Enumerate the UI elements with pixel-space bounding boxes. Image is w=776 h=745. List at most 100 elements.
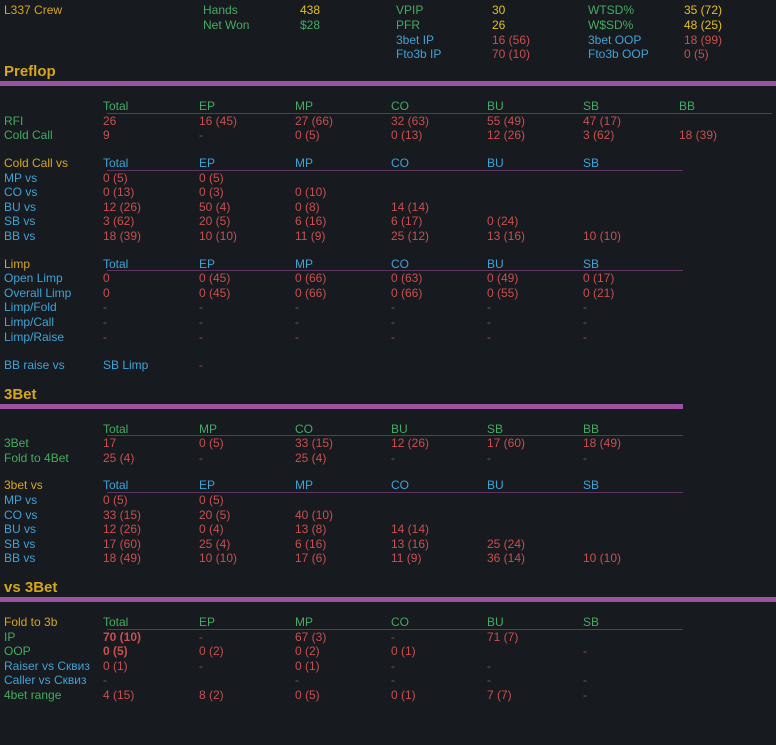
stat-label: Hands xyxy=(203,3,238,17)
stat-cell: 25 (4) xyxy=(295,450,327,465)
row-label: 4bet range xyxy=(4,688,62,702)
stat-cell: 0 (17) xyxy=(583,271,615,286)
stat-cell: 9 xyxy=(103,128,110,143)
stat-cell: 0 (3) xyxy=(199,185,224,200)
stat-cell: 17 xyxy=(103,436,117,451)
stat-cell: 12 (26) xyxy=(103,199,142,214)
stat-cell: - xyxy=(391,658,395,673)
stat-cell: 3 (62) xyxy=(103,214,135,229)
stats-table-limp-table: Limp Total EP MP CO BU SB Open Limp 0 0 (45) 0 (66… xyxy=(0,258,776,345)
column-header: EP xyxy=(199,479,216,493)
header-underline xyxy=(107,270,683,272)
table-row: 3Bet 17 0 (5) 33 (15) 12 (26) 17 (60) 18 (49) xyxy=(0,436,776,451)
table-header-row: Total EP MP CO BU SB BB xyxy=(0,100,776,114)
section-divider-line xyxy=(0,403,683,409)
stat-value: 26 xyxy=(492,17,506,32)
stat-cell xyxy=(487,522,583,537)
row-label: BB vs xyxy=(4,228,36,243)
stat-cell: 71 (7) xyxy=(487,629,519,644)
stat-cell xyxy=(487,200,583,215)
stats-table-preflop-open-table: Total EP MP CO BU SB BB RFI 26 16 (45) 27 (66) 32 (… xyxy=(0,100,776,143)
stat-cell: 0 (5) xyxy=(199,170,224,185)
row-label: Fold to 4Bet xyxy=(4,450,69,465)
stat-cell: 0 (5) xyxy=(295,128,320,143)
stat-cell: 0 (24) xyxy=(487,214,519,229)
stats-table-threebet-table: Total MP CO BU SB BB 3Bet 17 0 (5) 33 (15) 12 (26)… xyxy=(0,423,776,466)
row-label: MP vs xyxy=(4,493,38,508)
stat-cell: 0 (5) xyxy=(199,493,224,508)
stat-cell: 0 xyxy=(103,271,110,286)
stat-cell: - xyxy=(583,644,587,659)
column-header: EP xyxy=(199,616,216,630)
column-header: MP xyxy=(295,479,313,493)
stat-cell: - xyxy=(103,314,107,329)
table-corner-label: Limp xyxy=(4,257,31,271)
stat-cell xyxy=(391,358,487,373)
stat-cell: - xyxy=(199,358,203,373)
stat-cell: 0 (5) xyxy=(103,644,128,659)
stat-cell: 0 (13) xyxy=(391,128,423,143)
stat-cell xyxy=(391,171,487,186)
stats-table-threebet-vs-table: 3bet vs Total EP MP CO BU SB MP vs 0 (5) 0 (5) CO … xyxy=(0,479,776,566)
hud-header-row: Net Won $28 PFR 26 W$SD% 48 (25) xyxy=(4,18,776,33)
stat-value: 35 (72) xyxy=(684,3,723,17)
stat-cell: 0 (10) xyxy=(295,185,327,200)
stat-value: $28 xyxy=(300,17,321,32)
stat-cell: - xyxy=(391,629,395,644)
table-header-row: Cold Call vs Total EP MP CO BU SB xyxy=(0,157,776,171)
stat-cell: 10 (10) xyxy=(199,551,238,566)
stat-cell: 26 xyxy=(103,113,117,128)
table-row: IP 70 (10) - 67 (3) - 71 (7) xyxy=(0,630,776,645)
section-divider-line xyxy=(0,597,776,603)
stat-value xyxy=(203,33,300,48)
section-title-3bet: 3Bet xyxy=(4,385,37,403)
header-spacer xyxy=(4,18,203,33)
stat-cell: SB Limp xyxy=(103,358,149,373)
header-underline xyxy=(107,492,683,494)
stat-cell xyxy=(199,673,295,688)
stat-value: 48 (25) xyxy=(684,17,723,32)
table-row: SB vs 3 (62) 20 (5) 6 (16) 6 (17) 0 (24) xyxy=(0,214,776,229)
stat-cell xyxy=(583,171,679,186)
stat-cell: 27 (66) xyxy=(295,113,334,128)
stat-cell: 12 (26) xyxy=(103,522,142,537)
column-header: MP xyxy=(295,616,313,630)
stat-cell: 33 (15) xyxy=(295,436,334,451)
stat-cell: - xyxy=(487,300,491,315)
header-underline xyxy=(107,112,772,114)
row-label: BB vs xyxy=(4,551,36,566)
stat-cell: 25 (4) xyxy=(103,450,135,465)
column-header: CO xyxy=(391,479,409,493)
stat-cell: 0 (5) xyxy=(295,688,320,702)
header-underline xyxy=(107,169,683,171)
column-header: SB xyxy=(583,156,600,170)
column-header: BU xyxy=(487,257,504,271)
stat-cell: 20 (5) xyxy=(199,214,231,229)
stat-cell: - xyxy=(199,128,203,143)
column-header: CO xyxy=(391,100,409,114)
hud-body: Preflop Total EP MP CO BU SB BB RFI 26 16 (45) 27 (… xyxy=(0,63,776,702)
stat-cell: - xyxy=(295,329,299,344)
row-label: Open Limp xyxy=(4,271,63,286)
table-row: CO vs 33 (15) 20 (5) 40 (10) xyxy=(0,508,776,523)
stat-cell xyxy=(583,537,679,552)
row-label: Cold Call xyxy=(4,128,53,143)
stat-cell: 40 (10) xyxy=(295,507,334,522)
stat-cell: - xyxy=(391,314,395,329)
stat-cell: 0 (1) xyxy=(295,658,320,673)
table-row: Open Limp 0 0 (45) 0 (66) 0 (63) 0 (49) 0 (17) xyxy=(0,271,776,286)
stat-cell: 0 (66) xyxy=(391,285,423,300)
stat-label: Fto3b OOP xyxy=(588,47,649,62)
stat-cell: 18 (49) xyxy=(583,436,622,451)
hud-header: L337 Crew Hands 438 VPIP 30 WTSD% 35 (72) Net W… xyxy=(0,3,776,62)
column-header: SB xyxy=(583,479,600,493)
header-spacer xyxy=(4,47,203,62)
stat-cell: 0 (21) xyxy=(583,285,615,300)
stat-cell: 6 (17) xyxy=(391,214,423,229)
row-label: SB vs xyxy=(4,536,36,551)
stat-cell: 32 (63) xyxy=(391,113,430,128)
table-header-row: Fold to 3b Total EP MP CO BU SB xyxy=(0,616,776,630)
table-row: Limp/Raise - - - - - - xyxy=(0,330,776,345)
stat-cell xyxy=(583,630,679,645)
stats-table-fold-to-3bet-table: Fold to 3b Total EP MP CO BU SB IP 70 (10) - 67 (3… xyxy=(0,616,776,703)
